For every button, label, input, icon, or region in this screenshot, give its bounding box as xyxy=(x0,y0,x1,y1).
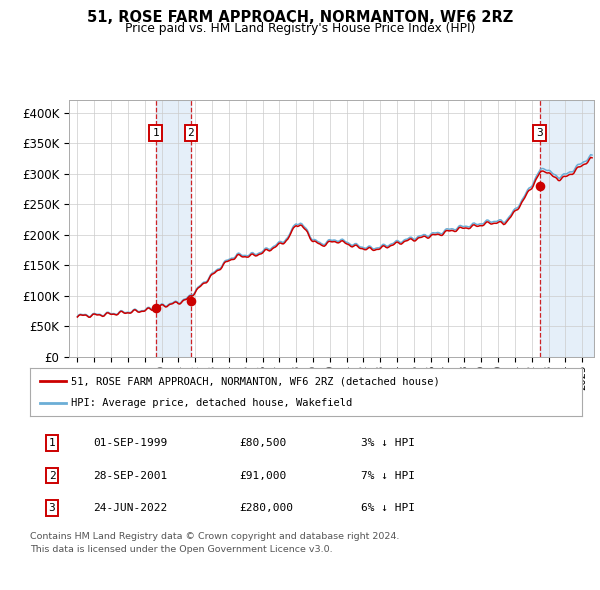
Point xyxy=(535,181,545,191)
Point xyxy=(151,303,161,313)
Text: 3: 3 xyxy=(49,503,55,513)
Bar xyxy=(540,100,594,357)
Text: 1: 1 xyxy=(152,128,160,138)
Text: Price paid vs. HM Land Registry's House Price Index (HPI): Price paid vs. HM Land Registry's House … xyxy=(125,22,475,35)
Text: Contains HM Land Registry data © Crown copyright and database right 2024.: Contains HM Land Registry data © Crown c… xyxy=(30,532,400,541)
Bar xyxy=(156,100,191,357)
Text: 6% ↓ HPI: 6% ↓ HPI xyxy=(361,503,415,513)
Text: 51, ROSE FARM APPROACH, NORMANTON, WF6 2RZ (detached house): 51, ROSE FARM APPROACH, NORMANTON, WF6 2… xyxy=(71,376,440,386)
Text: 3% ↓ HPI: 3% ↓ HPI xyxy=(361,438,415,448)
Text: 3: 3 xyxy=(536,128,543,138)
Text: 01-SEP-1999: 01-SEP-1999 xyxy=(94,438,168,448)
Text: £80,500: £80,500 xyxy=(240,438,287,448)
Text: 2: 2 xyxy=(188,128,194,138)
Text: 1: 1 xyxy=(49,438,55,448)
Text: HPI: Average price, detached house, Wakefield: HPI: Average price, detached house, Wake… xyxy=(71,398,353,408)
Text: £280,000: £280,000 xyxy=(240,503,294,513)
Text: £91,000: £91,000 xyxy=(240,471,287,481)
Text: 51, ROSE FARM APPROACH, NORMANTON, WF6 2RZ: 51, ROSE FARM APPROACH, NORMANTON, WF6 2… xyxy=(87,10,513,25)
Text: This data is licensed under the Open Government Licence v3.0.: This data is licensed under the Open Gov… xyxy=(30,545,332,554)
Point xyxy=(186,297,196,306)
Text: 28-SEP-2001: 28-SEP-2001 xyxy=(94,471,168,481)
Text: 2: 2 xyxy=(49,471,55,481)
Text: 7% ↓ HPI: 7% ↓ HPI xyxy=(361,471,415,481)
Text: 24-JUN-2022: 24-JUN-2022 xyxy=(94,503,168,513)
